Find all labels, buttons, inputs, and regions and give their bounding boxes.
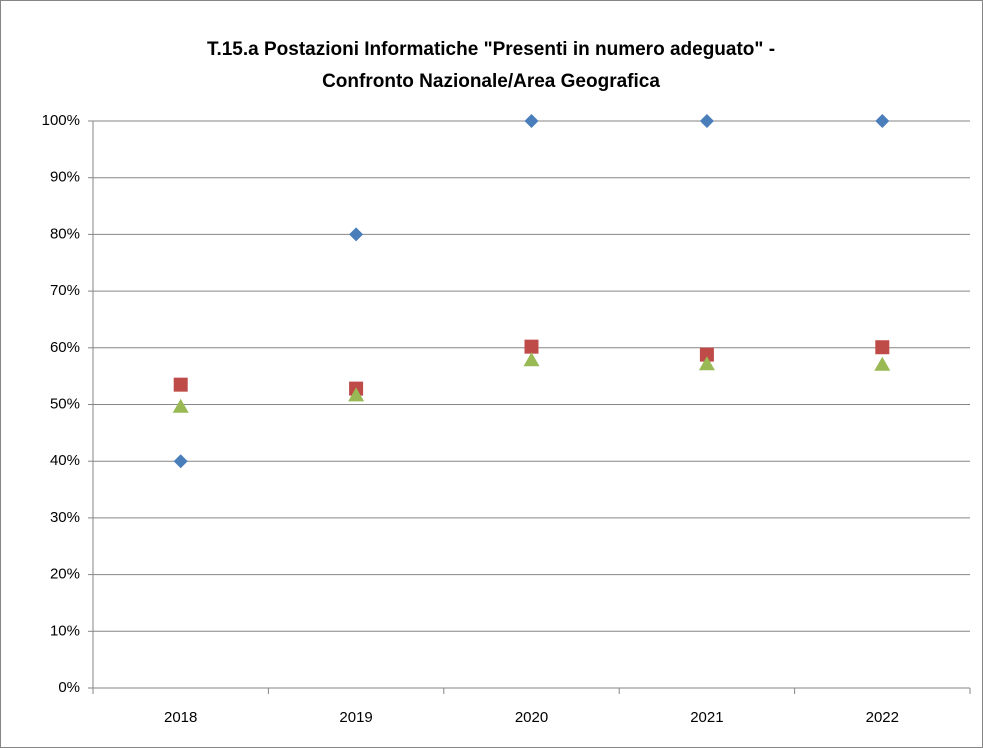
marker <box>523 352 540 367</box>
marker <box>874 356 891 371</box>
x-tick-label: 2018 <box>164 709 197 726</box>
y-tick-label: 30% <box>50 509 80 526</box>
y-tick-label: 40% <box>50 452 80 469</box>
y-tick-label: 100% <box>42 112 80 129</box>
y-tick-label: 70% <box>50 282 80 299</box>
marker <box>524 114 539 128</box>
x-tick-label: 2019 <box>339 709 372 726</box>
y-tick-label: 10% <box>50 622 80 639</box>
marker <box>875 340 890 355</box>
marker <box>172 398 189 413</box>
x-tick-label: 2020 <box>515 709 548 726</box>
x-tick-label: 2021 <box>690 709 723 726</box>
y-tick-label: 90% <box>50 169 80 186</box>
marker <box>699 114 714 128</box>
y-tick-label: 60% <box>50 339 80 356</box>
y-tick-label: 80% <box>50 225 80 242</box>
y-tick-label: 0% <box>58 679 80 696</box>
chart-title: T.15.a Postazioni Informatiche "Presenti… <box>207 39 775 60</box>
marker <box>173 377 188 392</box>
chart-title: Confronto Nazionale/Area Geografica <box>322 71 660 92</box>
marker <box>698 356 715 371</box>
x-tick-label: 2022 <box>866 709 899 726</box>
marker <box>348 387 365 402</box>
marker <box>349 227 364 242</box>
marker <box>173 454 188 469</box>
marker <box>524 339 539 354</box>
y-tick-label: 20% <box>50 566 80 583</box>
marker <box>875 114 890 128</box>
marker <box>699 347 714 362</box>
y-tick-label: 50% <box>50 395 80 412</box>
